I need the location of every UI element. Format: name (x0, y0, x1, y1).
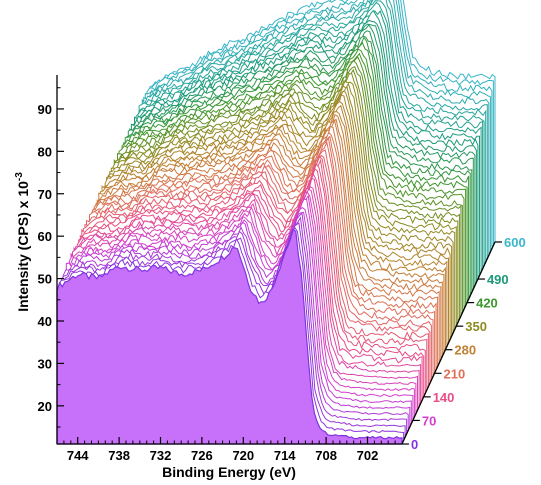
z-tick-label: 0 (411, 437, 418, 452)
x-tick-label: 744 (67, 448, 89, 463)
y-tick-label: 80 (38, 144, 52, 159)
x-tick-label: 726 (191, 448, 213, 463)
x-tick-label: 702 (357, 448, 379, 463)
y-axis-label-exponent: -3 (14, 172, 25, 181)
y-tick-label: 50 (38, 272, 52, 287)
y-axis-label-text: Intensity (CPS) x 10 (15, 181, 31, 312)
y-tick-label: 60 (38, 229, 52, 244)
z-tick-label: 280 (454, 343, 476, 358)
x-tick-label: 708 (315, 448, 337, 463)
series-layer (56, 0, 496, 445)
y-axis-label: Intensity (CPS) x 10-3 (14, 172, 31, 312)
y-tick-label: 30 (38, 356, 52, 371)
z-tick-label: 600 (504, 235, 526, 250)
z-axis-line (401, 241, 496, 445)
z-tick-label: 420 (476, 296, 498, 311)
z-tick-label: 140 (433, 390, 455, 405)
z-tick-label: 490 (487, 272, 509, 287)
spectrum-line-0 (56, 228, 403, 445)
x-tick-label: 738 (108, 448, 130, 463)
x-tick-label: 720 (232, 448, 254, 463)
y-tick-label: 20 (38, 399, 52, 414)
y-tick-label: 90 (38, 102, 52, 117)
ticks-layer: 744 738 732 726 720 714 708 702 20 30 40 50 60 70 80 90… (38, 87, 526, 463)
y-tick-label: 40 (38, 314, 52, 329)
z-tick-label: 70 (422, 413, 436, 428)
y-tick-label: 70 (38, 187, 52, 202)
z-tick-label: 350 (465, 319, 487, 334)
x-tick-label: 732 (150, 448, 172, 463)
x-tick-label: 714 (274, 448, 296, 463)
z-tick-label: 210 (444, 366, 466, 381)
x-axis-label: Binding Energy (eV) (162, 464, 296, 480)
